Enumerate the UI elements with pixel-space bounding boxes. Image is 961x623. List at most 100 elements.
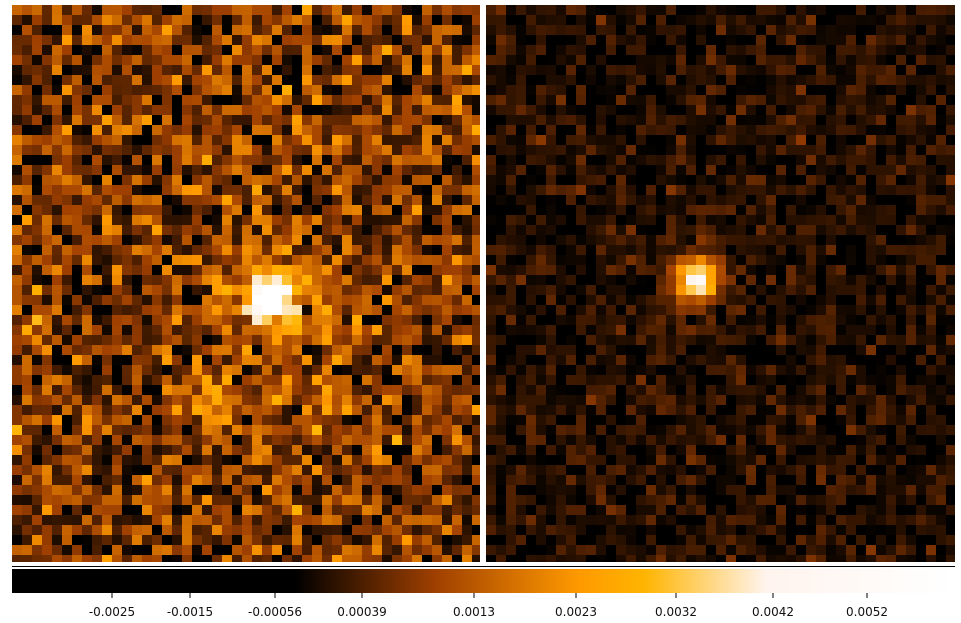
- right-frame[interactable]: [486, 5, 955, 562]
- pixel: [432, 395, 442, 405]
- pixel: [936, 225, 946, 235]
- pixel: [352, 5, 362, 15]
- pixel: [82, 185, 92, 195]
- pixel: [282, 425, 292, 435]
- pixel: [536, 405, 546, 415]
- pixel: [656, 25, 666, 35]
- pixel: [556, 25, 566, 35]
- pixel: [556, 85, 566, 95]
- pixel: [776, 255, 786, 265]
- pixel: [432, 475, 442, 485]
- pixel: [696, 395, 706, 405]
- pixel: [392, 25, 402, 35]
- pixel: [596, 155, 606, 165]
- pixel: [496, 295, 506, 305]
- pixel: [182, 355, 192, 365]
- left-frame[interactable]: [12, 5, 480, 562]
- pixel: [626, 295, 636, 305]
- pixel: [22, 385, 32, 395]
- pixel: [352, 455, 362, 465]
- pixel: [172, 465, 182, 475]
- pixel: [546, 155, 556, 165]
- pixel: [102, 545, 112, 555]
- pixel: [826, 135, 836, 145]
- pixel: [946, 455, 955, 465]
- pixel: [132, 405, 142, 415]
- pixel: [272, 5, 282, 15]
- pixel: [896, 45, 906, 55]
- pixel: [906, 335, 916, 345]
- pixel: [292, 5, 302, 15]
- pixel: [182, 405, 192, 415]
- pixel: [766, 185, 776, 195]
- pixel: [192, 295, 202, 305]
- pixel: [352, 275, 362, 285]
- pixel: [556, 55, 566, 65]
- pixel: [916, 395, 926, 405]
- pixel: [516, 155, 526, 165]
- pixel: [312, 305, 322, 315]
- pixel: [816, 85, 826, 95]
- pixel: [706, 305, 716, 315]
- pixel: [42, 545, 52, 555]
- pixel: [846, 495, 856, 505]
- pixel: [576, 315, 586, 325]
- pixel: [856, 5, 866, 15]
- pixel: [606, 235, 616, 245]
- pixel: [252, 35, 262, 45]
- pixel: [362, 65, 372, 75]
- pixel: [262, 465, 272, 475]
- pixel: [566, 205, 576, 215]
- pixel: [102, 135, 112, 145]
- pixel: [142, 135, 152, 145]
- pixel: [52, 315, 62, 325]
- pixel: [696, 295, 706, 305]
- pixel: [342, 145, 352, 155]
- pixel: [282, 175, 292, 185]
- pixel: [422, 75, 432, 85]
- pixel: [222, 515, 232, 525]
- pixel: [856, 315, 866, 325]
- pixel: [606, 335, 616, 345]
- pixel: [342, 185, 352, 195]
- pixel: [252, 335, 262, 345]
- pixel: [382, 65, 392, 75]
- pixel: [886, 185, 896, 195]
- pixel: [676, 75, 686, 85]
- pixel: [352, 345, 362, 355]
- pixel: [262, 505, 272, 515]
- pixel: [62, 235, 72, 245]
- pixel: [52, 535, 62, 545]
- pixel: [422, 265, 432, 275]
- pixel: [686, 355, 696, 365]
- pixel: [362, 155, 372, 165]
- pixel: [796, 365, 806, 375]
- pixel: [62, 395, 72, 405]
- pixel: [766, 245, 776, 255]
- pixel: [626, 455, 636, 465]
- pixel: [646, 425, 656, 435]
- pixel: [262, 285, 272, 295]
- pixel: [586, 135, 596, 145]
- pixel: [716, 255, 726, 265]
- pixel: [936, 455, 946, 465]
- pixel: [926, 495, 936, 505]
- pixel: [786, 255, 796, 265]
- pixel: [422, 255, 432, 265]
- pixel: [736, 415, 746, 425]
- pixel: [322, 165, 332, 175]
- pixel: [926, 435, 936, 445]
- pixel: [72, 515, 82, 525]
- pixel: [596, 325, 606, 335]
- pixel: [152, 375, 162, 385]
- pixel: [626, 195, 636, 205]
- pixel: [566, 445, 576, 455]
- pixel: [736, 355, 746, 365]
- pixel: [696, 435, 706, 445]
- pixel: [282, 485, 292, 495]
- pixel: [12, 515, 22, 525]
- pixel: [82, 395, 92, 405]
- pixel: [556, 295, 566, 305]
- pixel: [172, 415, 182, 425]
- pixel: [402, 435, 412, 445]
